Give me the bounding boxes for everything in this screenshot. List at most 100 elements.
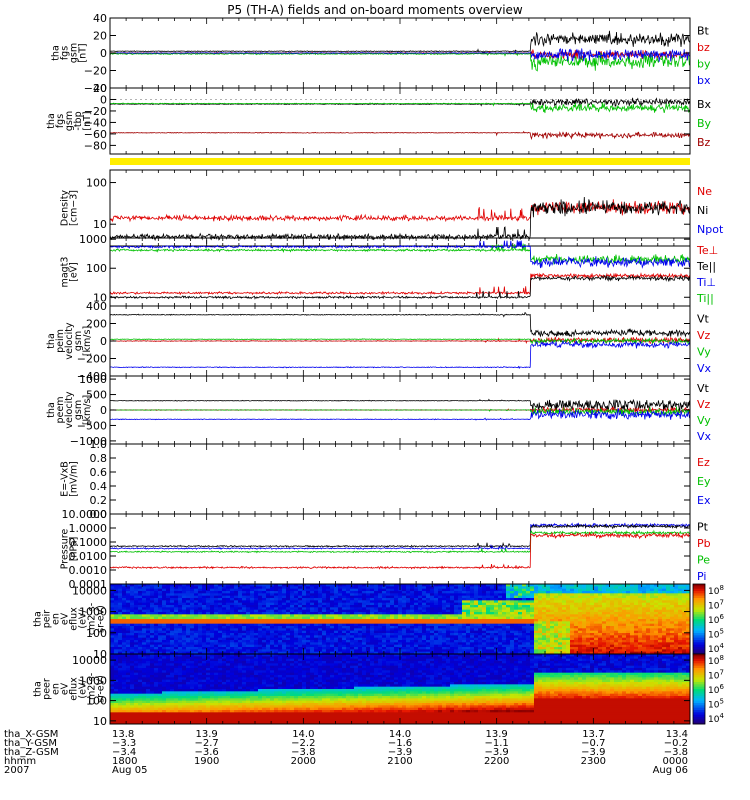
y-tick-label: −500 [77, 419, 107, 432]
y-label-line: tha [51, 45, 62, 61]
y-label-line: eflux [69, 607, 80, 631]
y-tick-label: −80 [84, 139, 107, 152]
y-label-line: gsm [73, 331, 84, 351]
y-tick-label: 0.0010 [69, 564, 108, 577]
colorbar-tick-label: 107 [708, 599, 724, 612]
y-tick-label: 100 [86, 695, 107, 708]
y-label-line: en [51, 683, 62, 695]
legend-Ne: Ne [697, 185, 712, 198]
legend-Te⊥: Te⊥ [696, 244, 718, 257]
y-gsm-value: −1.6 [388, 738, 412, 749]
y-gsm-value: −3.3 [112, 738, 136, 749]
y-label-line: gsm [64, 111, 75, 131]
y-label-line: peem [55, 397, 66, 424]
z-gsm-value: −3.9 [388, 747, 412, 758]
x-gsm-value: 13.4 [666, 729, 688, 740]
y-label-line: Pressure [60, 529, 71, 570]
legend-bx: bx [697, 74, 711, 87]
y-tick-label: 100 [86, 177, 107, 190]
colorbar-tick-label: 106 [708, 613, 724, 626]
legend-Vt: Vt [697, 382, 710, 395]
panel-frame [109, 237, 691, 307]
y-tick-label: 1000 [79, 606, 107, 619]
colorbar-tick-label: 104 [708, 642, 724, 655]
spectrogram-cells [110, 654, 691, 725]
y-label-line: sr-eV) [96, 605, 107, 633]
legend-Pi: Pi [697, 570, 706, 583]
time-value: 2300 [581, 756, 606, 767]
y-tick-label: 400 [86, 300, 107, 313]
panel-efield: 1.00.80.60.40.20.0 E=-VxB[mV/m] Ez Ey Ex [60, 438, 711, 521]
y-label-line: velocity [64, 391, 75, 429]
y-tick-label: 0.1000 [69, 536, 108, 549]
colorbar-tick-label: 105 [708, 698, 724, 711]
series-Pt [109, 523, 691, 548]
y-label-line: (eV/ [78, 679, 89, 699]
series-Te|| [109, 274, 691, 300]
y-label-line: [cm−3] [69, 190, 80, 226]
y-tick-label: 10 [93, 291, 107, 304]
y-tick-label: 1000 [79, 674, 107, 687]
y-tick-label: 1.0000 [69, 522, 108, 535]
series-Vy [109, 337, 691, 346]
y-tick-label: −1000 [70, 435, 107, 448]
legend-Pt: Pt [697, 520, 709, 533]
y-tick-label: 40 [93, 12, 107, 25]
y-label-line: tha [46, 333, 57, 349]
y-tick-label: 500 [86, 389, 107, 402]
z-gsm-value: −3.8 [291, 747, 315, 758]
series-Ti⊥ [109, 240, 691, 269]
y-axis-label: Pressure[nPa] [60, 529, 80, 570]
y-label-line: magt3 [60, 257, 71, 288]
series-Vx [109, 340, 691, 370]
x-row-label: tha_X-GSM [4, 729, 58, 740]
x-row-label: tha_Z-GSM [4, 747, 59, 758]
y-label-line: tha [46, 402, 57, 418]
y-tick-label: 200 [86, 318, 107, 331]
legend-Npot: Npot [697, 223, 724, 236]
y-tick-label: 100 [86, 262, 107, 275]
series-by [109, 52, 691, 72]
time-value: 2200 [484, 756, 509, 767]
x-gsm-value: 14.0 [389, 729, 411, 740]
y-label-line: [nT] [78, 43, 89, 62]
panel-peem_velocity: 1000 500 0 −500 −1000 thapeemvelocitygsm[km/s… [46, 373, 712, 448]
y-tick-label: 0.0100 [69, 550, 108, 563]
y-label-line: [nT] [82, 111, 93, 130]
time-value: 2000 [291, 756, 316, 767]
series-Vx [109, 407, 691, 421]
y-tick-label: 0.8 [90, 452, 108, 465]
y-label-line: peim [55, 329, 66, 353]
y-label-line: eflux [69, 677, 80, 701]
legend-Ni: Ni [697, 204, 708, 217]
y-label-line: velocity [64, 322, 75, 360]
y-tick-label: 10000 [72, 584, 107, 597]
time-value: 0000 [663, 756, 688, 767]
legend-By: By [697, 117, 712, 130]
y-tick-label: 0.4 [90, 480, 108, 493]
y-tick-label: 0 [100, 93, 107, 106]
y-label-line: gsm [69, 43, 80, 63]
y-tick-label: 0 [100, 47, 107, 60]
y-label-line: fgs [55, 114, 66, 128]
y-label-line: en [51, 613, 62, 625]
series-By [109, 102, 691, 114]
series-Vt [109, 398, 691, 413]
y-tick-label: 1000 [79, 233, 107, 246]
y-label-line: E=-VxB [60, 461, 71, 496]
legend-Ez: Ez [697, 456, 710, 469]
z-gsm-value: −3.9 [581, 747, 605, 758]
legend-Vz: Vz [697, 398, 711, 411]
y-label-line: fgs [60, 46, 71, 60]
z-gsm-value: −3.8 [664, 747, 688, 758]
y-gsm-value: −0.7 [581, 738, 605, 749]
y-label-line: [km/s] [82, 326, 93, 356]
